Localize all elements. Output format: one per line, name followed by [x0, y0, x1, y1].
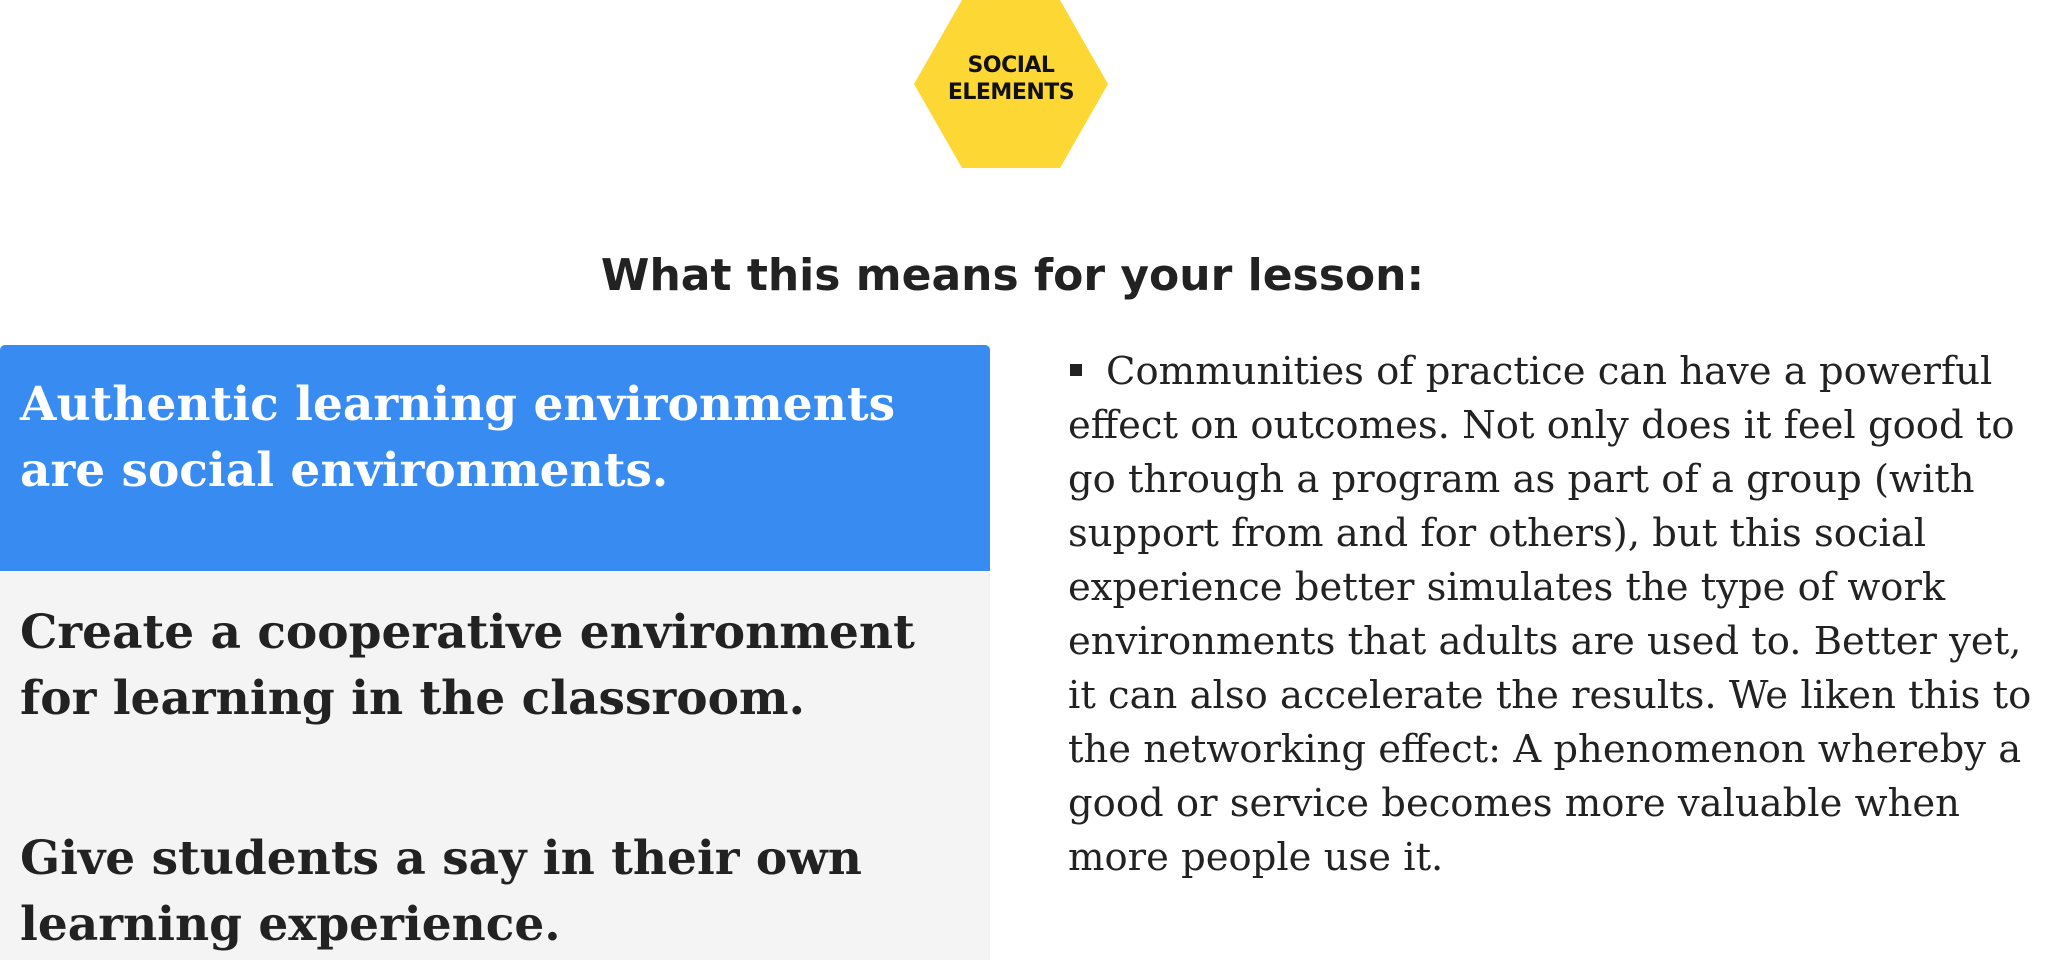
badge-label: SOCIAL ELEMENTS: [947, 53, 1075, 105]
hexagon-icon: [914, 0, 1108, 168]
lesson-tabs: Authentic learning environments are soci…: [0, 345, 990, 960]
square-bullet-icon: [1070, 363, 1082, 376]
section-heading: What this means for your lesson:: [600, 250, 1425, 301]
tab-content-panel: Communities of practice can have a power…: [1068, 345, 2053, 885]
tab-authentic-learning[interactable]: Authentic learning environments are soci…: [0, 345, 990, 571]
tab-cooperative-environment[interactable]: Create a cooperative environment for lea…: [0, 571, 990, 797]
tab-label: Give students a say in their own learnin…: [20, 831, 862, 952]
content-text: Communities of practice can have a power…: [1068, 349, 2032, 880]
tab-label: Authentic learning environments are soci…: [20, 377, 896, 498]
tab-student-say[interactable]: Give students a say in their own learnin…: [0, 797, 990, 960]
social-elements-badge: SOCIAL ELEMENTS: [914, 0, 1108, 168]
tab-label: Create a cooperative environment for lea…: [20, 605, 915, 726]
